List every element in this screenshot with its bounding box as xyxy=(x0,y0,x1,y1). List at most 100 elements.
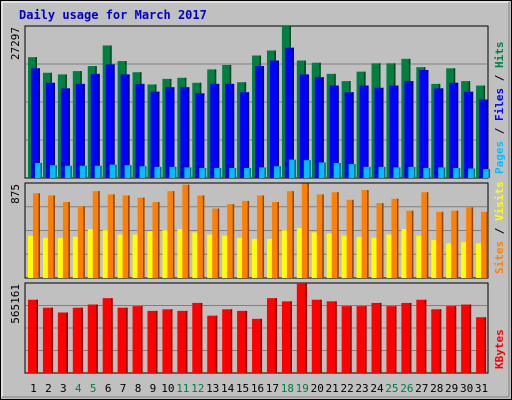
bar-sites-6 xyxy=(107,194,115,278)
bar-pages-14 xyxy=(229,167,237,178)
bar-sites-30 xyxy=(466,207,474,278)
bar-files-14 xyxy=(225,83,235,178)
bar-files-3 xyxy=(60,88,70,178)
bar-sites-15 xyxy=(242,200,250,278)
x-tick-label-23: 23 xyxy=(355,382,368,395)
bar-sites-9 xyxy=(152,202,160,278)
bar-pages-19 xyxy=(303,160,311,178)
bar-kbytes-27 xyxy=(416,299,427,373)
bar-sites-21 xyxy=(331,192,339,278)
bar-pages-20 xyxy=(318,162,326,178)
bar-sites-2 xyxy=(47,195,55,278)
bar-kbytes-21 xyxy=(326,301,337,373)
bar-kbytes-2 xyxy=(42,307,53,373)
x-tick-label-6: 6 xyxy=(105,382,112,395)
bar-files-17 xyxy=(269,60,279,179)
bar-kbytes-5 xyxy=(87,304,98,373)
x-tick-label-26: 26 xyxy=(400,382,413,395)
bar-pages-13 xyxy=(214,167,222,178)
bar-sites-13 xyxy=(212,208,220,278)
bar-sites-11 xyxy=(182,184,190,278)
bar-kbytes-6 xyxy=(102,298,113,373)
bar-files-24 xyxy=(374,87,384,178)
x-tick-label-1: 1 xyxy=(30,382,37,395)
x-tick-label-10: 10 xyxy=(161,382,174,395)
bar-files-26 xyxy=(404,81,414,178)
x-tick-label-20: 20 xyxy=(311,382,324,395)
bar-kbytes-12 xyxy=(192,302,203,373)
bar-sites-7 xyxy=(122,195,130,278)
bar-files-4 xyxy=(75,83,85,178)
bar-pages-25 xyxy=(393,167,401,178)
bar-sites-18 xyxy=(286,191,294,278)
bar-sites-22 xyxy=(346,199,354,278)
x-tick-label-7: 7 xyxy=(120,382,127,395)
x-tick-label-29: 29 xyxy=(445,382,458,395)
bar-kbytes-25 xyxy=(386,306,397,373)
bar-pages-7 xyxy=(124,165,132,178)
bar-sites-25 xyxy=(391,198,399,278)
bar-sites-14 xyxy=(227,204,235,278)
bar-files-18 xyxy=(284,47,294,178)
bar-kbytes-30 xyxy=(461,304,472,373)
bar-kbytes-29 xyxy=(446,306,457,373)
chart-title: Daily usage for March 2017 xyxy=(19,8,207,22)
bar-pages-28 xyxy=(438,167,446,178)
legend-separator: / xyxy=(493,121,506,141)
x-tick-label-12: 12 xyxy=(191,382,204,395)
x-tick-label-22: 22 xyxy=(340,382,353,395)
bar-files-20 xyxy=(314,77,324,178)
bar-files-28 xyxy=(434,88,444,178)
bar-files-12 xyxy=(195,93,205,178)
bar-sites-20 xyxy=(316,194,324,278)
bar-files-22 xyxy=(344,92,354,178)
bar-kbytes-17 xyxy=(266,298,277,373)
x-tick-label-25: 25 xyxy=(385,382,398,395)
legend-entry-kbytes: KBytes xyxy=(493,329,506,369)
bar-files-27 xyxy=(419,69,429,178)
bar-pages-31 xyxy=(483,169,491,178)
bar-files-5 xyxy=(90,73,100,178)
bar-kbytes-16 xyxy=(252,318,263,373)
bar-kbytes-4 xyxy=(72,307,83,373)
bar-kbytes-9 xyxy=(147,310,158,373)
ymax-label-pages_files_hits: 27297 xyxy=(9,27,22,60)
bar-sites-17 xyxy=(271,202,279,278)
bar-pages-9 xyxy=(154,166,162,178)
x-tick-label-5: 5 xyxy=(90,382,97,395)
x-tick-label-15: 15 xyxy=(236,382,249,395)
bar-sites-8 xyxy=(137,197,145,278)
bar-pages-4 xyxy=(79,165,87,178)
legend-entry-hits: Hits xyxy=(493,42,506,69)
bar-sites-12 xyxy=(197,195,205,278)
x-tick-label-16: 16 xyxy=(251,382,264,395)
bar-files-23 xyxy=(359,85,369,178)
x-tick-label-17: 17 xyxy=(266,382,279,395)
ymax-label-sites_visits: 875 xyxy=(9,184,22,204)
bar-pages-11 xyxy=(184,167,192,178)
legend-entry-files: Files xyxy=(493,88,506,121)
bar-pages-24 xyxy=(378,166,386,178)
bar-files-21 xyxy=(329,85,339,178)
bar-files-15 xyxy=(240,92,250,178)
bar-pages-3 xyxy=(64,165,72,178)
bar-sites-10 xyxy=(167,191,175,278)
bar-pages-15 xyxy=(244,167,252,178)
bar-pages-16 xyxy=(259,167,267,178)
bar-pages-6 xyxy=(109,164,117,178)
bar-sites-27 xyxy=(421,192,429,278)
bar-sites-29 xyxy=(451,210,459,278)
bar-files-9 xyxy=(150,91,160,178)
legend-kbytes: KBytes xyxy=(493,329,506,369)
legend-sites_visits: Sites / Visits xyxy=(493,181,506,274)
bar-kbytes-11 xyxy=(177,310,188,373)
x-tick-label-2: 2 xyxy=(45,382,52,395)
bar-files-1 xyxy=(31,68,40,178)
bar-pages-23 xyxy=(363,166,371,178)
legend-entry-sites: Sites xyxy=(493,241,506,274)
bar-sites-19 xyxy=(301,183,309,278)
bar-pages-21 xyxy=(333,162,341,178)
bar-kbytes-1 xyxy=(28,299,38,373)
x-tick-label-24: 24 xyxy=(370,382,384,395)
